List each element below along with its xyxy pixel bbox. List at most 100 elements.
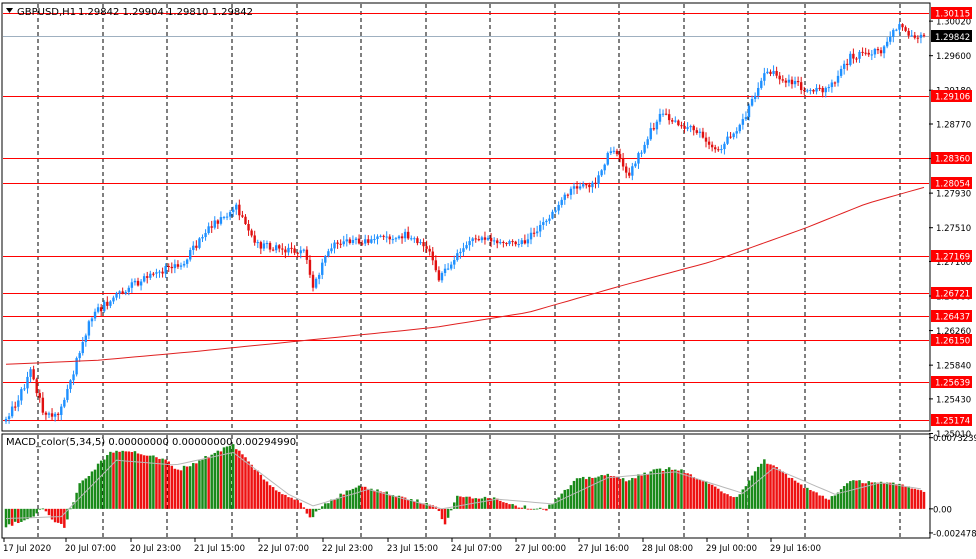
macd-bar (201, 459, 204, 509)
candle-body (729, 136, 732, 138)
candle-body (714, 147, 717, 150)
dropdown-triangle-icon[interactable] (6, 8, 13, 13)
candle-body (394, 238, 398, 240)
macd-bar (753, 471, 757, 509)
macd-bar (710, 484, 714, 509)
candle-body (609, 151, 613, 153)
price-level-lines[interactable] (3, 13, 929, 421)
candle-body (222, 217, 226, 219)
candle-body (192, 245, 195, 250)
candle-body (182, 263, 186, 266)
macd-bar (185, 466, 189, 509)
macd-bar (876, 482, 880, 509)
macd-tick-label: 0.0073239 (933, 434, 976, 444)
candle-body (348, 239, 352, 244)
macd-bar (204, 456, 207, 509)
macd-bar (566, 489, 570, 509)
candle-body (465, 245, 468, 249)
macd-bar (99, 460, 103, 509)
price-level-tag-label: 1.28360 (935, 155, 970, 165)
candle-body (753, 95, 757, 99)
macd-bar (855, 480, 858, 509)
price-axis[interactable]: 1.300201.296001.291801.287701.283501.279… (929, 7, 972, 440)
candle-body (916, 37, 920, 39)
candle-body (201, 237, 204, 239)
macd-bar (431, 505, 435, 509)
candle-body (784, 80, 788, 83)
macd-panel[interactable]: MACD_color(5,34,5) 0.00000000 0.00000000… (1, 433, 976, 539)
candle-body (913, 35, 916, 38)
macd-bar (652, 469, 656, 509)
price-level-tag-label: 1.26150 (935, 337, 970, 347)
candle-body (511, 241, 514, 243)
candle-body (10, 406, 14, 417)
macd-bar (320, 506, 324, 509)
macd-bar (308, 508, 312, 518)
candle-body (910, 35, 913, 37)
macd-tick-label: -0.002478 (933, 529, 976, 539)
macd-bar (858, 480, 861, 509)
candle-body (29, 369, 32, 377)
macd-bar (106, 455, 109, 509)
macd-bar (23, 508, 26, 521)
candle-body (760, 80, 763, 88)
macd-bar (612, 476, 616, 509)
candle-body (90, 318, 94, 322)
candle-body (66, 389, 69, 400)
time-axis[interactable]: 17 Jul 2020 20 Jul 07:00 20 Jul 23:00 21 Ju… (3, 538, 821, 554)
time-tick-label: 23 Jul 15:00 (387, 544, 438, 554)
macd-bar (615, 476, 619, 509)
candle-body (683, 125, 686, 129)
candle-body (569, 188, 573, 195)
macd-bar (809, 490, 812, 509)
macd-bar (578, 478, 582, 509)
macd-bar (271, 487, 275, 509)
macd-bar (852, 480, 855, 509)
candle-body (634, 163, 637, 167)
macd-bar (618, 478, 622, 509)
candle-body (379, 235, 382, 237)
candle-body (787, 79, 791, 83)
candle-body (508, 241, 511, 245)
candle-body (139, 281, 143, 286)
macd-bar (262, 479, 266, 509)
macd-bar (603, 475, 606, 509)
macd-bar (483, 496, 487, 509)
macd-bar (443, 508, 447, 525)
macd-bar (403, 497, 407, 509)
macd-axis[interactable]: 0.0073239 0.00 -0.002478 (929, 434, 976, 539)
candle-body (250, 230, 253, 236)
candle-body (14, 406, 17, 408)
macd-bar (72, 502, 75, 509)
candle-body (130, 282, 134, 288)
macd-bar (440, 508, 444, 520)
macd-bar (284, 494, 287, 509)
time-tick-label: 27 Jul 16:00 (578, 544, 629, 554)
macd-bar (882, 483, 886, 509)
candle-body (532, 232, 536, 234)
macd-bar (557, 497, 560, 509)
candle-body (231, 209, 235, 213)
candle-body (41, 397, 45, 413)
time-tick-label: 22 Jul 07:00 (258, 544, 309, 554)
macd-bar (327, 503, 330, 509)
candle-body (520, 240, 523, 245)
macd-bar (317, 508, 321, 510)
candle-body (235, 204, 238, 210)
candle-body (170, 266, 173, 269)
time-tick-label: 20 Jul 07:00 (65, 544, 116, 554)
macd-bar (563, 489, 567, 509)
candle-body (96, 307, 100, 312)
candle-body (72, 374, 75, 381)
candle-body (876, 48, 880, 51)
macd-bar (265, 481, 269, 509)
candle-body (333, 242, 336, 249)
macd-bar (173, 468, 177, 509)
macd-bar (634, 478, 637, 509)
macd-bar (385, 491, 388, 509)
price-panel[interactable]: GBPUSD,H1 1.29842 1.29904 1.29810 1.2984… (1, 2, 972, 440)
macd-bar (357, 485, 361, 509)
macd-bar (796, 482, 800, 509)
time-tick-label: 20 Jul 23:00 (130, 544, 181, 554)
